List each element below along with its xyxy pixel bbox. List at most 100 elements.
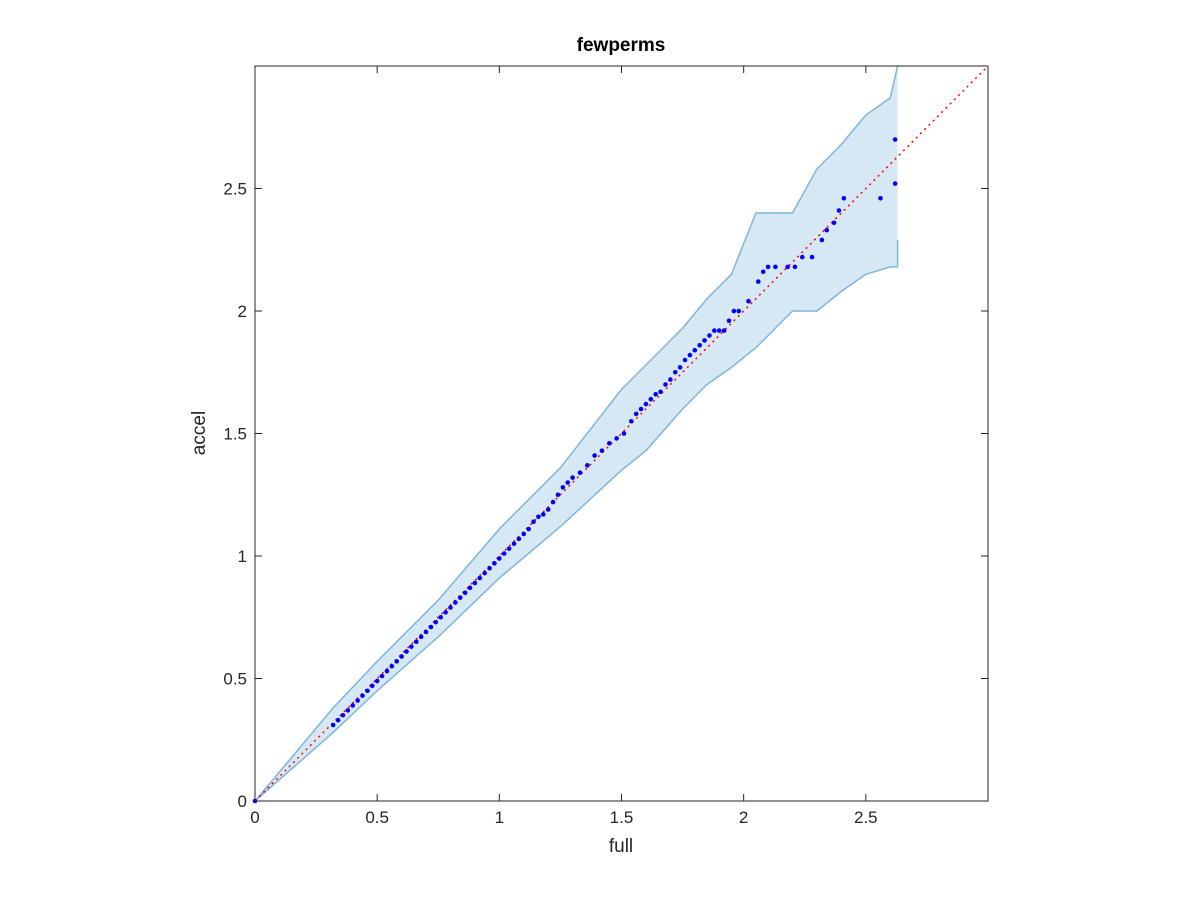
y-axis-label: accel [189, 411, 210, 455]
band-lower-edge [254, 266, 898, 802]
data-point [721, 328, 727, 333]
data-point [672, 369, 678, 375]
data-point [892, 181, 898, 186]
data-point [477, 575, 483, 581]
y-tick-label: 0.5 [223, 670, 247, 689]
data-point [648, 396, 654, 402]
data-point [394, 659, 400, 664]
data-point [819, 237, 825, 243]
data-point [423, 629, 429, 635]
data-point [335, 717, 341, 723]
data-point [404, 649, 409, 654]
data-point [800, 254, 805, 260]
data-point [836, 208, 842, 213]
data-point [702, 338, 707, 343]
data-point [658, 389, 663, 395]
data-point [374, 678, 380, 684]
data-point [756, 279, 761, 284]
reference-line-layer [254, 65, 989, 802]
data-point [506, 546, 512, 551]
data-point [606, 441, 612, 446]
data-point [521, 531, 527, 537]
plot-area: 0 0.5 1 1.5 2 2.5 0 0.5 1 1.5 2 2.5 [223, 65, 989, 827]
x-tick-label: 1 [495, 808, 504, 827]
x-tick-label: 0 [250, 808, 259, 827]
data-point [467, 585, 473, 591]
y-tick-label: 0 [238, 792, 247, 811]
data-point [497, 556, 502, 561]
data-point [418, 634, 424, 640]
data-point [462, 590, 468, 596]
data-point [765, 264, 771, 270]
data-point [472, 580, 478, 586]
data-point [399, 654, 404, 659]
data-point [824, 227, 830, 233]
data-point [330, 722, 336, 728]
axis-ticks: 0 0.5 1 1.5 2 2.5 0 0.5 1 1.5 2 2.5 [223, 66, 988, 827]
data-point [438, 614, 443, 620]
data-point [687, 352, 693, 358]
x-tick-label: 1.5 [610, 808, 634, 827]
data-point [599, 448, 605, 453]
data-point [841, 196, 847, 201]
data-point [565, 480, 571, 485]
data-point [736, 308, 742, 314]
data-point [785, 264, 790, 270]
data-point [443, 610, 448, 615]
data-point [428, 624, 434, 630]
y-tick-label: 1 [238, 547, 247, 566]
data-point [726, 318, 732, 324]
data-point [409, 644, 414, 649]
data-point [555, 492, 561, 498]
data-point [482, 570, 487, 576]
data-point [682, 357, 688, 363]
data-point [663, 382, 668, 387]
data-point [716, 328, 722, 333]
data-point [570, 475, 575, 480]
data-point [792, 264, 798, 270]
data-point [653, 392, 659, 397]
data-point [541, 512, 546, 517]
data-point [712, 328, 717, 333]
data-point [577, 470, 583, 476]
data-point [350, 703, 356, 708]
data-point [692, 347, 698, 353]
data-point [643, 401, 649, 407]
data-point [487, 565, 492, 571]
confidence-band [254, 65, 899, 802]
data-point [892, 137, 898, 142]
data-point [369, 683, 375, 689]
data-point [831, 220, 837, 226]
data-point [501, 551, 507, 556]
data-point [413, 639, 419, 645]
data-point [433, 619, 439, 625]
data-point [760, 269, 766, 275]
data-point [448, 605, 453, 610]
data-point [526, 526, 531, 532]
data-point [633, 411, 639, 417]
data-point [731, 308, 737, 314]
x-tick-label: 2.5 [854, 808, 878, 827]
data-point [621, 431, 627, 436]
data-point [453, 600, 458, 605]
data-point [355, 698, 360, 703]
data-point [345, 708, 351, 713]
y-tick-label: 2 [238, 302, 247, 321]
data-points [252, 137, 898, 804]
data-point [746, 298, 751, 304]
chart-title: fewperms [577, 35, 666, 56]
data-point [638, 406, 644, 412]
data-point [707, 333, 712, 338]
data-point [457, 595, 463, 600]
data-point [511, 541, 517, 547]
data-point [340, 712, 346, 718]
data-point [492, 561, 497, 566]
data-point [677, 365, 683, 370]
band-fill [255, 66, 898, 801]
data-point [773, 264, 778, 270]
data-point [584, 463, 590, 468]
data-point [545, 507, 551, 512]
data-point [379, 673, 385, 679]
x-axis-label: full [609, 836, 633, 857]
